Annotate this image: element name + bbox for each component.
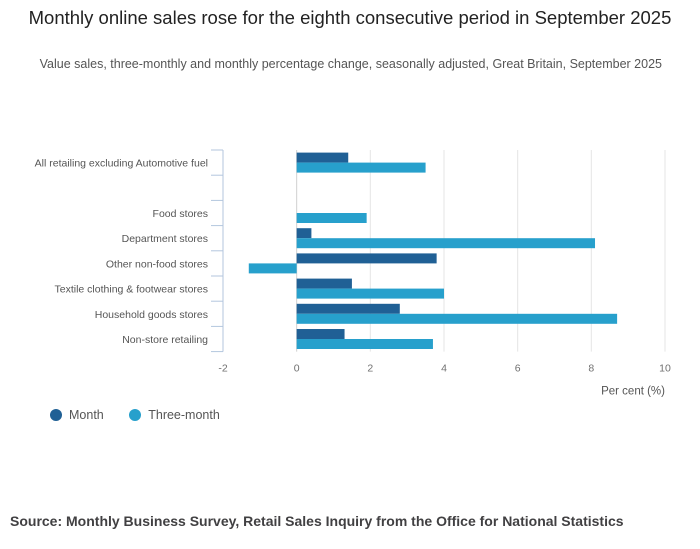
category-label: Food stores bbox=[153, 208, 208, 220]
x-tick-label: 10 bbox=[659, 363, 671, 375]
x-tick-label: -2 bbox=[218, 363, 227, 375]
bar-month bbox=[296, 152, 349, 163]
legend-label-three-month: Three-month bbox=[148, 408, 220, 422]
legend-swatch-three-month bbox=[129, 409, 142, 421]
source-note: Source: Monthly Business Survey, Retail … bbox=[10, 513, 624, 529]
chart-title: Monthly online sales rose for the eighth… bbox=[28, 7, 672, 28]
category-label: Household goods stores bbox=[95, 309, 208, 321]
bar-three-month bbox=[296, 288, 444, 299]
bar-three-month bbox=[248, 263, 297, 274]
legend-label-month: Month bbox=[69, 408, 104, 422]
category-label: Other non-food stores bbox=[106, 258, 208, 270]
bar-month bbox=[296, 329, 345, 339]
x-tick-label: 6 bbox=[515, 363, 521, 375]
x-axis-label: Per cent (%) bbox=[601, 386, 665, 398]
bar-three-month bbox=[296, 213, 367, 223]
category-label: All retailing excluding Automotive fuel bbox=[35, 158, 208, 170]
legend-item-three-month[interactable]: Three-month bbox=[129, 408, 220, 422]
chart-subtitle: Value sales, three-monthly and monthly p… bbox=[39, 57, 662, 71]
bar-month bbox=[296, 278, 352, 289]
x-tick-label: 2 bbox=[367, 363, 373, 375]
legend-swatch-month bbox=[50, 409, 62, 421]
x-tick-label: 0 bbox=[294, 363, 300, 375]
bar-month bbox=[296, 228, 312, 239]
bar-three-month bbox=[296, 162, 426, 173]
bar-three-month bbox=[296, 313, 618, 324]
legend-item-month[interactable]: Month bbox=[50, 408, 104, 422]
category-label: Non-store retailing bbox=[122, 334, 208, 346]
x-tick-label: 8 bbox=[588, 363, 594, 375]
bar-month bbox=[296, 303, 400, 314]
category-label: Textile clothing & footwear stores bbox=[55, 284, 209, 296]
bar-three-month bbox=[296, 238, 596, 249]
bar-month bbox=[296, 253, 437, 264]
legend: Month Three-month bbox=[50, 408, 242, 424]
x-tick-label: 4 bbox=[441, 363, 447, 375]
category-label: Department stores bbox=[122, 233, 208, 245]
bar-three-month bbox=[296, 339, 433, 349]
